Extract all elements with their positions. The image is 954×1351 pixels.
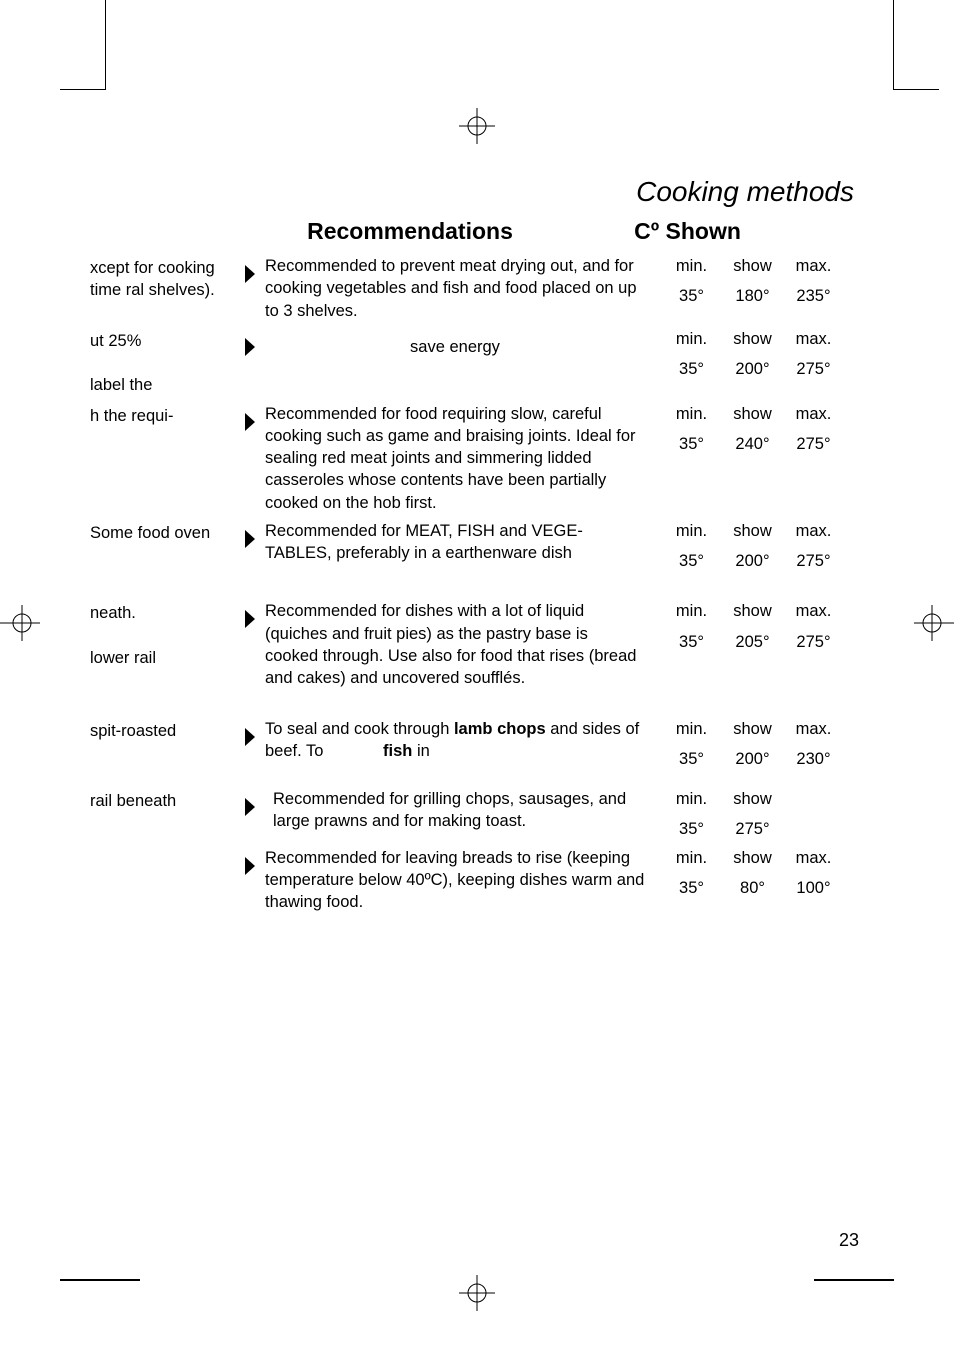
recommendation-text: Recommended for leaving breads to rise (…	[265, 847, 655, 914]
temp-labels: min.showmax.	[655, 403, 850, 425]
table-row: rail beneath Recommended for grilling cho…	[90, 788, 865, 841]
table-header: Recommendations Cº Shown	[90, 218, 865, 245]
temp-values: 35°240°275°	[655, 433, 850, 455]
arrow-icon	[235, 600, 265, 630]
recommendation-text: Recommended for MEAT, FISH and VEGE-TABL…	[265, 520, 655, 565]
temperature-cell: min.showmax. 35°205°275°	[655, 600, 850, 653]
left-fragment: spit-roasted	[90, 718, 235, 742]
temp-values: 35°205°275°	[655, 631, 850, 653]
left-fragment	[90, 847, 235, 849]
arrow-icon	[235, 520, 265, 550]
recommendation-text: Recommended to prevent meat drying out, …	[265, 255, 655, 322]
recommendation-text: To seal and cook through lamb chops and …	[265, 718, 655, 763]
table-row: xcept for cooking time ral shelves). Reco…	[90, 255, 865, 322]
temperature-cell: min.showmax. 35°200°275°	[655, 520, 850, 573]
crop-mark	[60, 89, 106, 90]
temp-values: 35°80°100°	[655, 877, 850, 899]
left-fragment: h the requi-	[90, 403, 235, 427]
left-fragment: ut 25% label the	[90, 328, 235, 397]
temperature-cell: min.showmax. 35°200°275°	[655, 328, 850, 381]
temp-labels: min.show	[655, 788, 850, 810]
arrow-icon	[235, 255, 265, 285]
temperature-cell: min.showmax. 35°240°275°	[655, 403, 850, 456]
temp-labels: min.showmax.	[655, 718, 850, 740]
register-mark-icon	[459, 1275, 495, 1311]
temp-values: 35°200°275°	[655, 550, 850, 572]
table-row: ut 25% label the save energymin.showmax. 3…	[90, 328, 865, 397]
header-c-shown: Cº Shown	[590, 218, 785, 245]
arrow-icon	[235, 403, 265, 433]
recommendation-text: Recommended for food requiring slow, car…	[265, 403, 655, 514]
temp-labels: min.showmax.	[655, 600, 850, 622]
temp-values: 35°200°275°	[655, 358, 850, 380]
crop-mark	[814, 1279, 894, 1281]
recommendation-text: save energy	[265, 328, 655, 358]
register-mark-icon	[459, 108, 495, 144]
table-row: h the requi- Recommended for food requiri…	[90, 403, 865, 514]
crop-mark	[893, 0, 894, 90]
temp-labels: min.showmax.	[655, 255, 850, 277]
header-recommendations: Recommendations	[90, 218, 590, 245]
page-title: Cooking methods	[636, 176, 854, 208]
temperature-cell: min.showmax. 35°80°100°	[655, 847, 850, 900]
table-row: neath. lower rail Recommended for dishes …	[90, 600, 865, 689]
arrow-icon	[235, 328, 265, 358]
page-number: 23	[839, 1230, 859, 1251]
content-area: Recommendations Cº Shown xcept for cooki…	[90, 218, 865, 919]
temp-values: 35°200°230°	[655, 748, 850, 770]
arrow-icon	[235, 718, 265, 748]
temperature-cell: min.showmax. 35°200°230°	[655, 718, 850, 771]
left-fragment: xcept for cooking time ral shelves).	[90, 255, 235, 302]
left-fragment: Some food oven	[90, 520, 235, 544]
crop-mark	[60, 1279, 140, 1281]
temp-labels: min.showmax.	[655, 847, 850, 869]
table-row: Some food oven Recommended for MEAT, FISH…	[90, 520, 865, 573]
table-row: spit-roasted To seal and cook through lam…	[90, 718, 865, 771]
left-fragment: rail beneath	[90, 788, 235, 812]
temp-labels: min.showmax.	[655, 520, 850, 542]
register-mark-icon	[0, 605, 40, 646]
left-fragment: neath. lower rail	[90, 600, 235, 669]
temp-values: 35°180°235°	[655, 285, 850, 307]
register-mark-icon	[914, 605, 954, 646]
arrow-icon	[235, 788, 265, 818]
recommendation-text: Recommended for grilling chops, sausages…	[265, 788, 655, 833]
temperature-cell: min.showmax. 35°180°235°	[655, 255, 850, 308]
temperature-cell: min.show 35°275°	[655, 788, 850, 841]
temp-labels: min.showmax.	[655, 328, 850, 350]
table-row: Recommended for leaving breads to rise (…	[90, 847, 865, 914]
temp-values: 35°275°	[655, 818, 850, 840]
crop-mark	[105, 0, 106, 90]
crop-mark	[893, 89, 939, 90]
arrow-icon	[235, 847, 265, 877]
recommendation-text: Recommended for dishes with a lot of liq…	[265, 600, 655, 689]
